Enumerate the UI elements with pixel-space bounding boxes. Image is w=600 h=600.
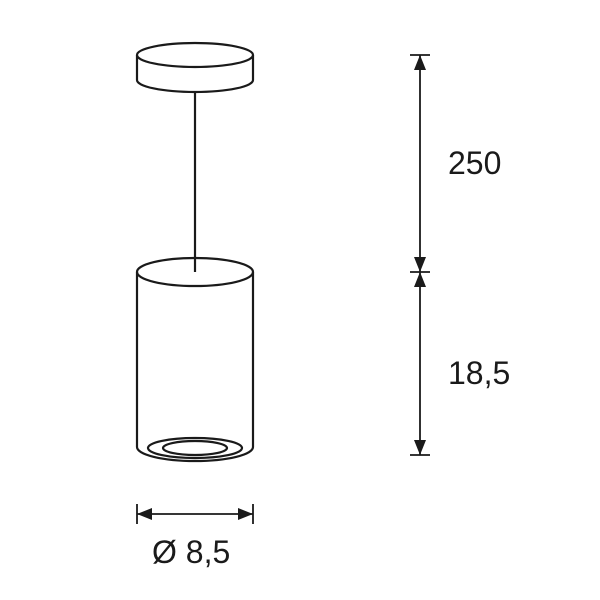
drop-height-label: 250 [448,145,501,182]
vertical-dimension [410,55,430,455]
diameter-label: Ø 8,5 [152,534,230,571]
cylinder-height-label: 18,5 [448,355,510,392]
technical-drawing: 250 18,5 Ø 8,5 [0,0,600,600]
canopy [137,43,253,92]
horizontal-dimension [137,504,253,524]
drawing-svg [0,0,600,600]
cylinder-body [137,258,253,461]
